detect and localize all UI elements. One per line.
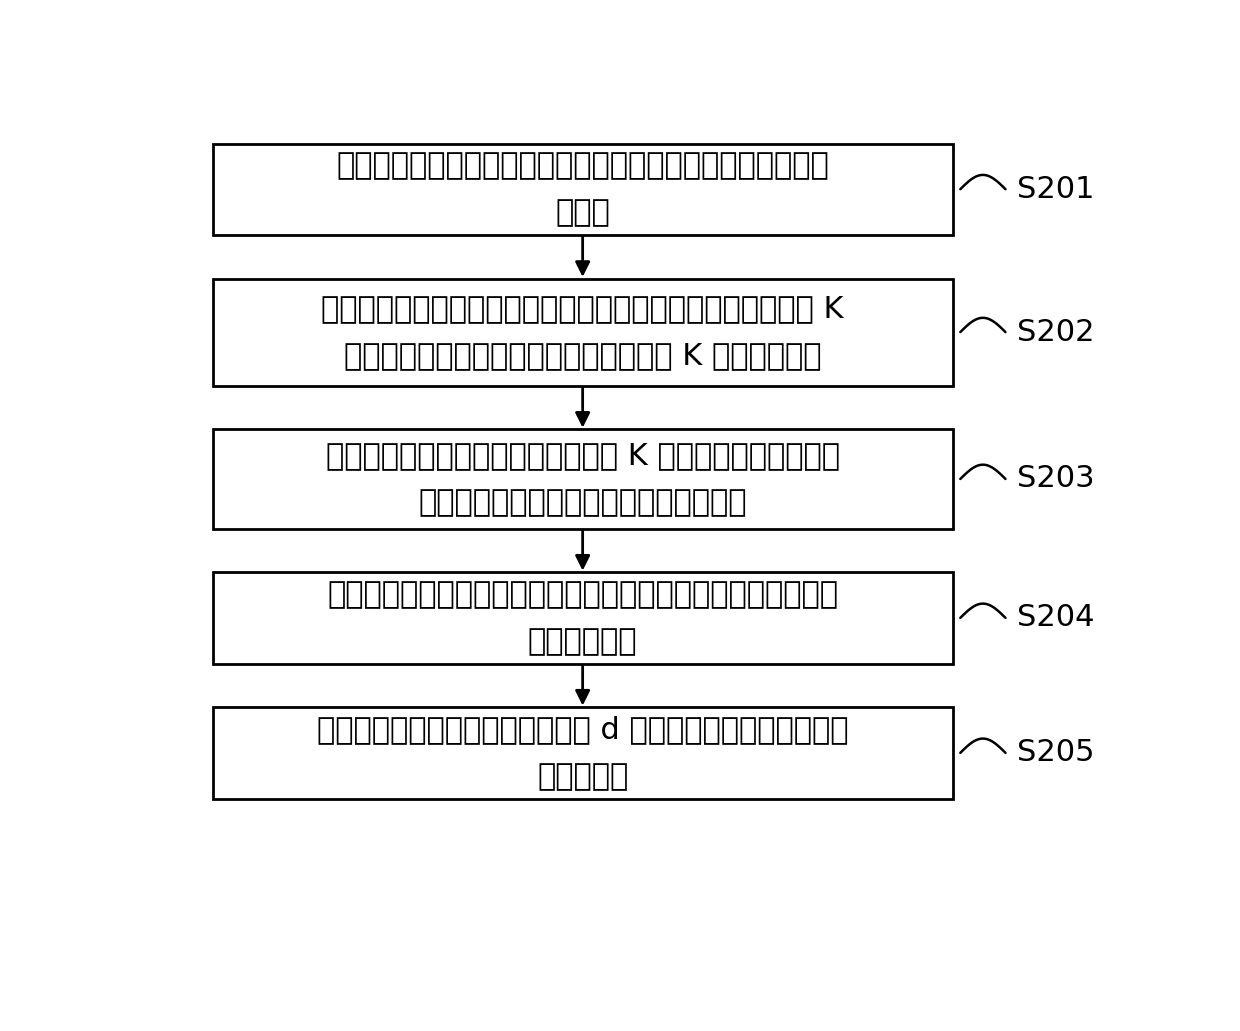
Text: 选择出所述样本数据的得票最小的 d 个特征组成所述原始数据新
的数据空间: 选择出所述样本数据的得票最小的 d 个特征组成所述原始数据新 的数据空间	[317, 714, 848, 791]
Text: S201: S201	[1017, 174, 1095, 204]
Text: 针对任一样本数据，通过最小化与其 K 近邻样本重构数据间的
差值，获得任一样本数据的局部线性结构: 针对任一样本数据，通过最小化与其 K 近邻样本重构数据间的 差值，获得任一样本数…	[326, 441, 839, 518]
Text: 根据每个特征保持局部线性结构的能力，对任一样本数据的每个
特征进行投票: 根据每个特征保持局部线性结构的能力，对任一样本数据的每个 特征进行投票	[327, 579, 838, 656]
Text: 获得所述原始数据空间多组样本数据中任意两组样本数据之间
的距离: 获得所述原始数据空间多组样本数据中任意两组样本数据之间 的距离	[336, 151, 830, 228]
Text: 针对任一样本数据，将于所述任一样本数据之间的距离最小的 K
组样本数据，确定为所述任一样本数据的 K 近邻样本数据: 针对任一样本数据，将于所述任一样本数据之间的距离最小的 K 组样本数据，确定为所…	[321, 294, 844, 370]
Bar	[213, 707, 952, 799]
Bar	[213, 572, 952, 664]
Bar	[213, 429, 952, 529]
Text: S203: S203	[1017, 465, 1095, 494]
Text: S202: S202	[1017, 318, 1095, 346]
Text: S205: S205	[1017, 738, 1095, 767]
Bar	[213, 278, 952, 386]
Text: S204: S204	[1017, 603, 1095, 632]
Bar	[213, 143, 952, 235]
